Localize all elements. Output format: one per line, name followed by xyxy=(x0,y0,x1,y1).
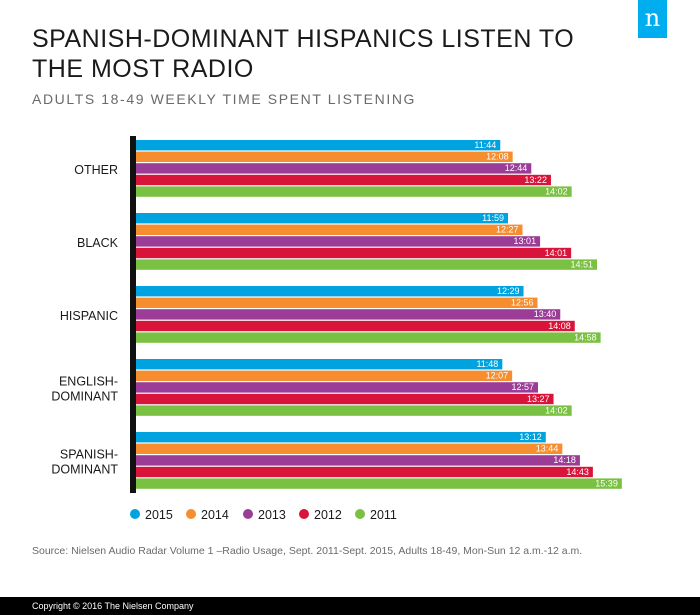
data-label: 12:07 xyxy=(486,371,509,381)
copyright-footer: Copyright © 2016 The Nielsen Company xyxy=(0,597,700,615)
data-label: 11:44 xyxy=(474,140,496,150)
data-label: 12:56 xyxy=(511,298,534,308)
bar xyxy=(136,151,513,162)
data-label: 14:01 xyxy=(545,248,568,258)
data-label: 12:57 xyxy=(511,382,534,392)
legend-swatch xyxy=(299,509,309,519)
bar xyxy=(136,247,572,259)
bar xyxy=(136,236,541,247)
y-axis-line xyxy=(130,136,136,493)
legend-label: 2015 xyxy=(145,508,173,522)
data-label: 11:59 xyxy=(482,213,504,223)
category-label: DOMINANT xyxy=(51,463,118,477)
legend-swatch xyxy=(186,509,196,519)
data-label: 14:58 xyxy=(574,332,597,342)
bar xyxy=(136,297,538,308)
legend-swatch xyxy=(243,509,253,519)
bar xyxy=(136,309,561,320)
category-label: BLACK xyxy=(77,236,119,250)
legend-label: 2013 xyxy=(258,508,286,522)
bar xyxy=(136,382,539,393)
legend-swatch xyxy=(355,509,365,519)
bar xyxy=(136,466,593,478)
bar xyxy=(136,286,524,297)
bar xyxy=(136,332,601,343)
category-label: ENGLISH- xyxy=(59,375,118,389)
bar xyxy=(136,174,551,186)
source-note: Source: Nielsen Audio Radar Volume 1 –Ra… xyxy=(32,545,583,557)
bar xyxy=(136,405,572,416)
data-label: 11:48 xyxy=(476,359,498,369)
bar xyxy=(136,443,563,454)
bar xyxy=(136,432,546,443)
data-label: 13:40 xyxy=(534,309,557,319)
data-label: 13:44 xyxy=(536,444,559,454)
data-label: 14:02 xyxy=(545,405,568,415)
data-label: 12:29 xyxy=(497,286,520,296)
bar xyxy=(136,320,575,332)
data-label: 14:43 xyxy=(566,467,589,477)
legend-label: 2014 xyxy=(201,508,229,522)
data-label: 12:27 xyxy=(496,225,519,235)
data-label: 13:27 xyxy=(527,394,550,404)
bar xyxy=(136,163,532,174)
data-label: 13:12 xyxy=(519,432,542,442)
data-label: 14:51 xyxy=(570,259,593,269)
bar xyxy=(136,140,501,151)
bar xyxy=(136,213,509,224)
bar xyxy=(136,224,523,235)
data-label: 14:02 xyxy=(545,186,568,196)
data-label: 12:44 xyxy=(505,163,528,173)
category-label: DOMINANT xyxy=(51,390,118,404)
legend-label: 2011 xyxy=(370,508,397,522)
legend-swatch xyxy=(130,509,140,519)
chart-subtitle: ADULTS 18-49 WEEKLY TIME SPENT LISTENING xyxy=(32,91,417,107)
data-label: 13:22 xyxy=(524,175,547,185)
category-label: SPANISH- xyxy=(60,448,118,462)
bar xyxy=(136,186,572,197)
nielsen-logo-icon: n xyxy=(638,0,667,38)
data-label: 14:18 xyxy=(553,455,576,465)
bar xyxy=(136,455,580,466)
legend-label: 2012 xyxy=(314,508,342,522)
data-label: 14:08 xyxy=(548,321,571,331)
bar xyxy=(136,393,554,405)
copyright-text: Copyright © 2016 The Nielsen Company xyxy=(32,601,194,611)
data-label: 15:39 xyxy=(595,478,618,488)
data-label: 13:01 xyxy=(514,236,537,246)
category-label: OTHER xyxy=(74,163,118,177)
bar xyxy=(136,370,513,381)
bar xyxy=(136,259,598,270)
bar xyxy=(136,478,622,489)
category-label: HISPANIC xyxy=(60,309,118,323)
chart-title: SPANISH-DOMINANT HISPANICS LISTEN TO THE… xyxy=(32,25,575,83)
bar xyxy=(136,359,503,370)
data-label: 12:08 xyxy=(486,152,509,162)
bar-chart: 11:4412:0812:4413:2214:02OTHER11:5912:27… xyxy=(51,136,622,522)
